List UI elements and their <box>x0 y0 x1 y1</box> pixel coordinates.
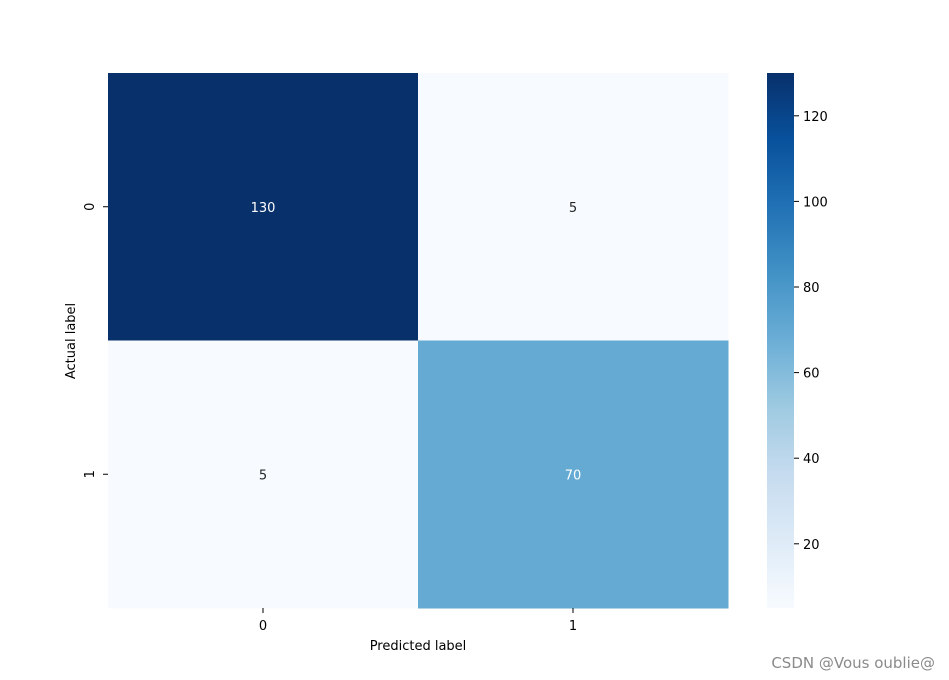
heatmap-cells <box>108 73 729 609</box>
y-tick-label: 1 <box>83 470 98 478</box>
colorbar-tick-label: 120 <box>803 110 828 125</box>
watermark: CSDN @Vous oublie@ <box>771 654 935 672</box>
y-axis-label: Actual label <box>64 303 79 379</box>
y-axis: 01 <box>83 203 108 478</box>
heatmap-cell-labels: 130 5 5 70 <box>251 201 582 484</box>
cell-value-label: 5 <box>259 468 267 483</box>
colorbar-ticks: 20 40 60 80 100 120 <box>794 110 828 553</box>
heatmap-cell <box>418 73 729 341</box>
colorbar-tick-label: 100 <box>803 195 828 210</box>
colorbar-tick-label: 60 <box>803 367 820 382</box>
y-tick-label: 0 <box>83 203 98 211</box>
x-tick-label: 1 <box>569 619 577 634</box>
colorbar-tick-label: 20 <box>803 538 820 553</box>
heatmap-cell <box>108 73 419 341</box>
heatmap-cell <box>418 340 729 609</box>
colorbar-tick-label: 40 <box>803 452 820 467</box>
x-axis-label: Predicted label <box>370 639 467 654</box>
cell-value-label: 130 <box>251 201 276 216</box>
colorbar <box>767 73 794 608</box>
colorbar-tick-label: 80 <box>803 281 820 296</box>
cell-value-label: 70 <box>565 468 582 483</box>
heatmap-cell <box>108 340 419 609</box>
cell-value-label: 5 <box>569 201 577 216</box>
x-tick-label: 0 <box>259 619 267 634</box>
